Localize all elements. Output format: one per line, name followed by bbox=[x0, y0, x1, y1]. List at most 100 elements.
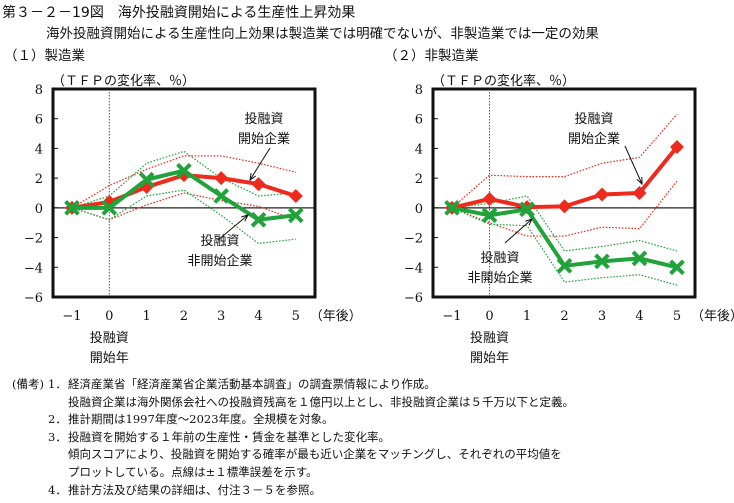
note-text: 経済産業省「経済産業省企業活動基本調査」の調査票情報により作成。 bbox=[68, 377, 436, 391]
annotation-label: 開始企業 bbox=[568, 131, 620, 147]
x-tick-label: 2 bbox=[180, 309, 188, 324]
y-tick-label: −2 bbox=[24, 232, 43, 247]
annotation-label: 投融資 bbox=[480, 250, 519, 266]
annotation-label: 投融資 bbox=[200, 233, 239, 249]
x-tick-label: 3 bbox=[598, 309, 606, 324]
note-number bbox=[48, 394, 68, 412]
annotation-arrow bbox=[249, 147, 271, 181]
y-tick-label: 2 bbox=[35, 172, 43, 187]
notes-section: (備考) 1． 経済産業省「経済産業省企業活動基本調査」の調査票情報により作成。 投融… bbox=[12, 376, 574, 499]
note-line: (備考) 1． 経済産業省「経済産業省企業活動基本調査」の調査票情報により作成。 bbox=[12, 376, 574, 394]
figure-subtitle: 海外投融資開始による生産性向上効果は製造業では明確でないが、非製造業では一定の効… bbox=[46, 26, 599, 42]
annotation-arrow bbox=[504, 218, 533, 244]
note-label: (備考) bbox=[12, 377, 44, 391]
y-tick-label: −6 bbox=[24, 291, 43, 306]
data-point-cross bbox=[250, 211, 267, 228]
plot-frame bbox=[51, 87, 317, 299]
x-tick-label: 1 bbox=[142, 309, 150, 324]
data-point-cross bbox=[213, 188, 230, 204]
data-point-cross bbox=[138, 171, 155, 188]
figure-title: 第３－２－19図 海外投融資開始による生産性上昇効果 bbox=[2, 5, 356, 21]
x-tick-label: 3 bbox=[217, 309, 225, 324]
note-number bbox=[48, 446, 68, 464]
note-text: 傾向スコアにより、投融資を開始する確率が最も近い企業をマッチングし、それぞれの平… bbox=[68, 447, 562, 462]
y-axis-unit-label: （ＴＦＰの変化率、％） bbox=[432, 74, 576, 89]
data-point-cross bbox=[444, 200, 460, 216]
error-band-upper bbox=[71, 155, 296, 209]
x-tick-label: 0 bbox=[485, 309, 493, 324]
x-tick-label: −1 bbox=[442, 309, 461, 324]
panel-title-manufacturing: （１）製造業 bbox=[4, 48, 85, 64]
note-number: 1． bbox=[48, 377, 67, 391]
note-label bbox=[12, 429, 48, 447]
arrow-head-icon bbox=[525, 218, 533, 226]
error-band-upper bbox=[451, 195, 678, 252]
annotation-label: 投融資 bbox=[244, 111, 283, 127]
y-tick-label: −4 bbox=[404, 261, 423, 276]
annotation-label: 投融資 bbox=[574, 111, 613, 127]
y-tick-label: 0 bbox=[415, 202, 423, 217]
chart-panel-1: 86420−2−4−6−1012345（年後）投融資開始年投融資開始企業投融資非… bbox=[404, 83, 734, 366]
note-number: 4． bbox=[48, 482, 67, 497]
data-point-diamond bbox=[482, 191, 497, 206]
note-number: 2． bbox=[48, 412, 67, 427]
panel-title-nonmanufacturing: （２）非製造業 bbox=[384, 48, 479, 64]
data-point-diamond bbox=[214, 171, 229, 186]
x-tick-label: 5 bbox=[673, 309, 681, 324]
y-tick-label: 6 bbox=[415, 113, 423, 128]
arrow-head-icon bbox=[241, 214, 249, 222]
data-point-cross bbox=[176, 162, 192, 179]
y-tick-label: 8 bbox=[415, 83, 423, 98]
data-point-diamond bbox=[557, 199, 572, 214]
annotation-label: 非開始企業 bbox=[187, 253, 252, 269]
note-text: 投融資企業は海外関係会社への投融資残高を１億円以上とし、非投融資企業は５千万以下… bbox=[68, 394, 574, 409]
annotation-arrow bbox=[624, 145, 643, 185]
x-tick-label: 1 bbox=[523, 309, 531, 324]
data-point-cross bbox=[287, 207, 304, 224]
y-tick-label: 4 bbox=[415, 142, 423, 157]
data-point-cross bbox=[101, 200, 118, 216]
data-point-diamond bbox=[670, 139, 684, 154]
error-band-lower bbox=[71, 189, 296, 245]
note-line: 2． 推計期間は1997年度～2023年度。全規模を対象。 bbox=[12, 411, 574, 429]
x-marker-label: 投融資 bbox=[90, 330, 129, 346]
y-tick-label: 8 bbox=[35, 83, 43, 98]
note-line: 傾向スコアにより、投融資を開始する確率が最も近い企業をマッチングし、それぞれの平… bbox=[12, 446, 574, 464]
note-text: プロットしている。点線は±１標準誤差を示す。 bbox=[68, 464, 318, 479]
arrow-head-icon bbox=[636, 176, 643, 186]
x-axis-label: （年後） bbox=[310, 309, 362, 324]
note-line: 4． 推計方法及び結果の詳細は、付注３－５を参照。 bbox=[12, 482, 574, 500]
note-line: 投融資企業は海外関係会社への投融資残高を１億円以上とし、非投融資企業は５千万以下… bbox=[12, 394, 574, 412]
note-label bbox=[12, 446, 48, 464]
annotation-label: 非開始企業 bbox=[467, 270, 532, 286]
note-line: プロットしている。点線は±１標準誤差を示す。 bbox=[12, 464, 574, 482]
data-point-diamond bbox=[251, 177, 266, 192]
note-label bbox=[12, 464, 48, 482]
data-point-diamond bbox=[288, 188, 303, 203]
error-band-upper bbox=[451, 113, 678, 209]
x-marker-label: 開始年 bbox=[90, 351, 129, 366]
x-marker-label: 投融資 bbox=[470, 330, 509, 346]
x-tick-label: 5 bbox=[292, 309, 300, 324]
x-axis-label: （年後） bbox=[691, 309, 734, 324]
x-tick-label: 2 bbox=[560, 309, 568, 324]
annotation-arrow bbox=[217, 214, 249, 241]
data-point-cross bbox=[631, 250, 648, 267]
y-tick-label: 6 bbox=[35, 113, 43, 128]
data-point-diamond bbox=[632, 186, 647, 200]
y-tick-label: 2 bbox=[415, 172, 423, 187]
note-text: 推計方法及び結果の詳細は、付注３－５を参照。 bbox=[68, 482, 321, 497]
x-marker-label: 開始年 bbox=[470, 351, 509, 366]
data-point-cross bbox=[669, 259, 685, 276]
note-number bbox=[48, 464, 68, 482]
y-tick-label: −4 bbox=[24, 261, 43, 276]
data-point-cross bbox=[519, 201, 535, 218]
y-tick-label: 4 bbox=[35, 142, 43, 157]
annotation-label: 開始企業 bbox=[238, 131, 290, 147]
note-label bbox=[12, 482, 48, 500]
x-tick-label: 0 bbox=[105, 309, 113, 324]
note-label bbox=[12, 394, 48, 412]
note-text: 投融資を開始する１年前の生産性・賃金を基準とした変化率。 bbox=[68, 429, 390, 444]
